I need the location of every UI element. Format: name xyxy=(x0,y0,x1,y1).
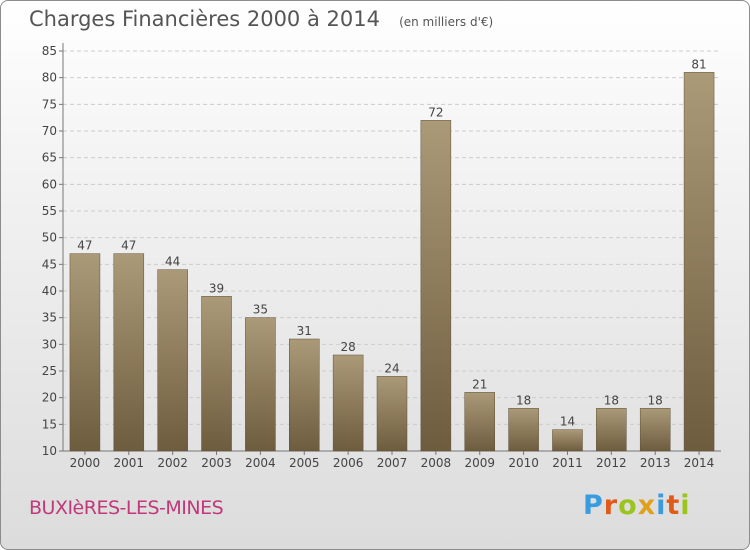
x-tick-label: 2006 xyxy=(333,456,364,470)
y-tick-label: 75 xyxy=(42,97,57,111)
y-tick-label: 25 xyxy=(42,364,57,378)
x-tick-label: 2004 xyxy=(245,456,276,470)
y-tick-label: 30 xyxy=(42,337,57,351)
x-tick-label: 2003 xyxy=(201,456,232,470)
bar xyxy=(420,120,452,452)
bar xyxy=(552,429,583,452)
x-tick-label: 2000 xyxy=(70,456,101,470)
data-label: 39 xyxy=(209,281,224,295)
y-tick-label: 15 xyxy=(42,417,57,431)
logo-letter: i xyxy=(680,490,691,521)
y-tick-label: 60 xyxy=(42,177,57,191)
x-tick-label: 2009 xyxy=(464,456,495,470)
y-tick-label: 20 xyxy=(42,391,57,405)
y-tick-label: 65 xyxy=(42,151,57,165)
bar xyxy=(113,253,145,452)
y-tick-label: 85 xyxy=(42,44,57,58)
commune-name: BUXIèRES-LES-MINES xyxy=(29,497,224,519)
data-label: 31 xyxy=(297,324,312,338)
logo-letter: i xyxy=(656,490,667,521)
bar xyxy=(376,376,408,452)
x-tick-label: 2005 xyxy=(289,456,320,470)
data-label: 18 xyxy=(516,393,531,407)
chart-unit: (en milliers d'€) xyxy=(399,15,494,29)
logo-letter: x xyxy=(637,490,657,521)
bar xyxy=(289,338,320,452)
bar xyxy=(683,72,715,452)
y-tick-label: 80 xyxy=(42,71,57,85)
logo-letter: o xyxy=(618,490,638,521)
x-tick-label: 2010 xyxy=(508,456,539,470)
data-label: 35 xyxy=(253,303,268,317)
bar xyxy=(245,317,276,452)
bar xyxy=(596,408,627,452)
data-label: 47 xyxy=(77,239,92,253)
bar xyxy=(69,253,101,452)
labels: 47 47 44 39 35 31 28 24 72 21 18 14 18 18 81 xyxy=(77,57,706,428)
bars xyxy=(69,72,715,452)
x-tick-label: 2012 xyxy=(596,456,627,470)
data-label: 44 xyxy=(165,255,180,269)
y-tick-label: 55 xyxy=(42,204,57,218)
y-tick-label: 10 xyxy=(42,444,57,458)
y-tick-label: 35 xyxy=(42,311,57,325)
x-tick-label: 2014 xyxy=(684,456,715,470)
data-label: 18 xyxy=(604,393,619,407)
x-tick-label: 2008 xyxy=(421,456,452,470)
bar xyxy=(332,354,364,452)
logo-letter: t xyxy=(666,490,681,521)
bar xyxy=(508,408,539,452)
y-tick-label: 70 xyxy=(42,124,57,138)
bar xyxy=(464,392,495,452)
logo-letter: r xyxy=(603,490,619,521)
x-tick-label: 2002 xyxy=(157,456,188,470)
y-tick-label: 40 xyxy=(42,284,57,298)
x-tick-label: 2013 xyxy=(640,456,671,470)
data-label: 81 xyxy=(691,57,706,71)
bar xyxy=(157,269,188,452)
title-row: Charges Financières 2000 à 2014 (en mill… xyxy=(29,7,493,31)
data-label: 14 xyxy=(560,415,575,429)
x-tick-label: 2011 xyxy=(552,456,583,470)
y-tick-label: 45 xyxy=(42,257,57,271)
bar xyxy=(639,408,671,452)
y-tick-label: 50 xyxy=(42,231,57,245)
bar xyxy=(201,296,232,452)
chart-title: Charges Financières 2000 à 2014 xyxy=(29,7,380,31)
data-label: 24 xyxy=(384,361,399,375)
logo-letter: P xyxy=(583,490,604,521)
data-label: 72 xyxy=(428,105,443,119)
data-label: 28 xyxy=(340,340,355,354)
x-tick-label: 2007 xyxy=(377,456,408,470)
data-label: 47 xyxy=(121,239,136,253)
data-label: 18 xyxy=(648,393,663,407)
x-tick-label: 2001 xyxy=(114,456,145,470)
proxiti-logo[interactable]: Proxiti xyxy=(583,490,691,521)
data-label: 21 xyxy=(472,377,487,391)
